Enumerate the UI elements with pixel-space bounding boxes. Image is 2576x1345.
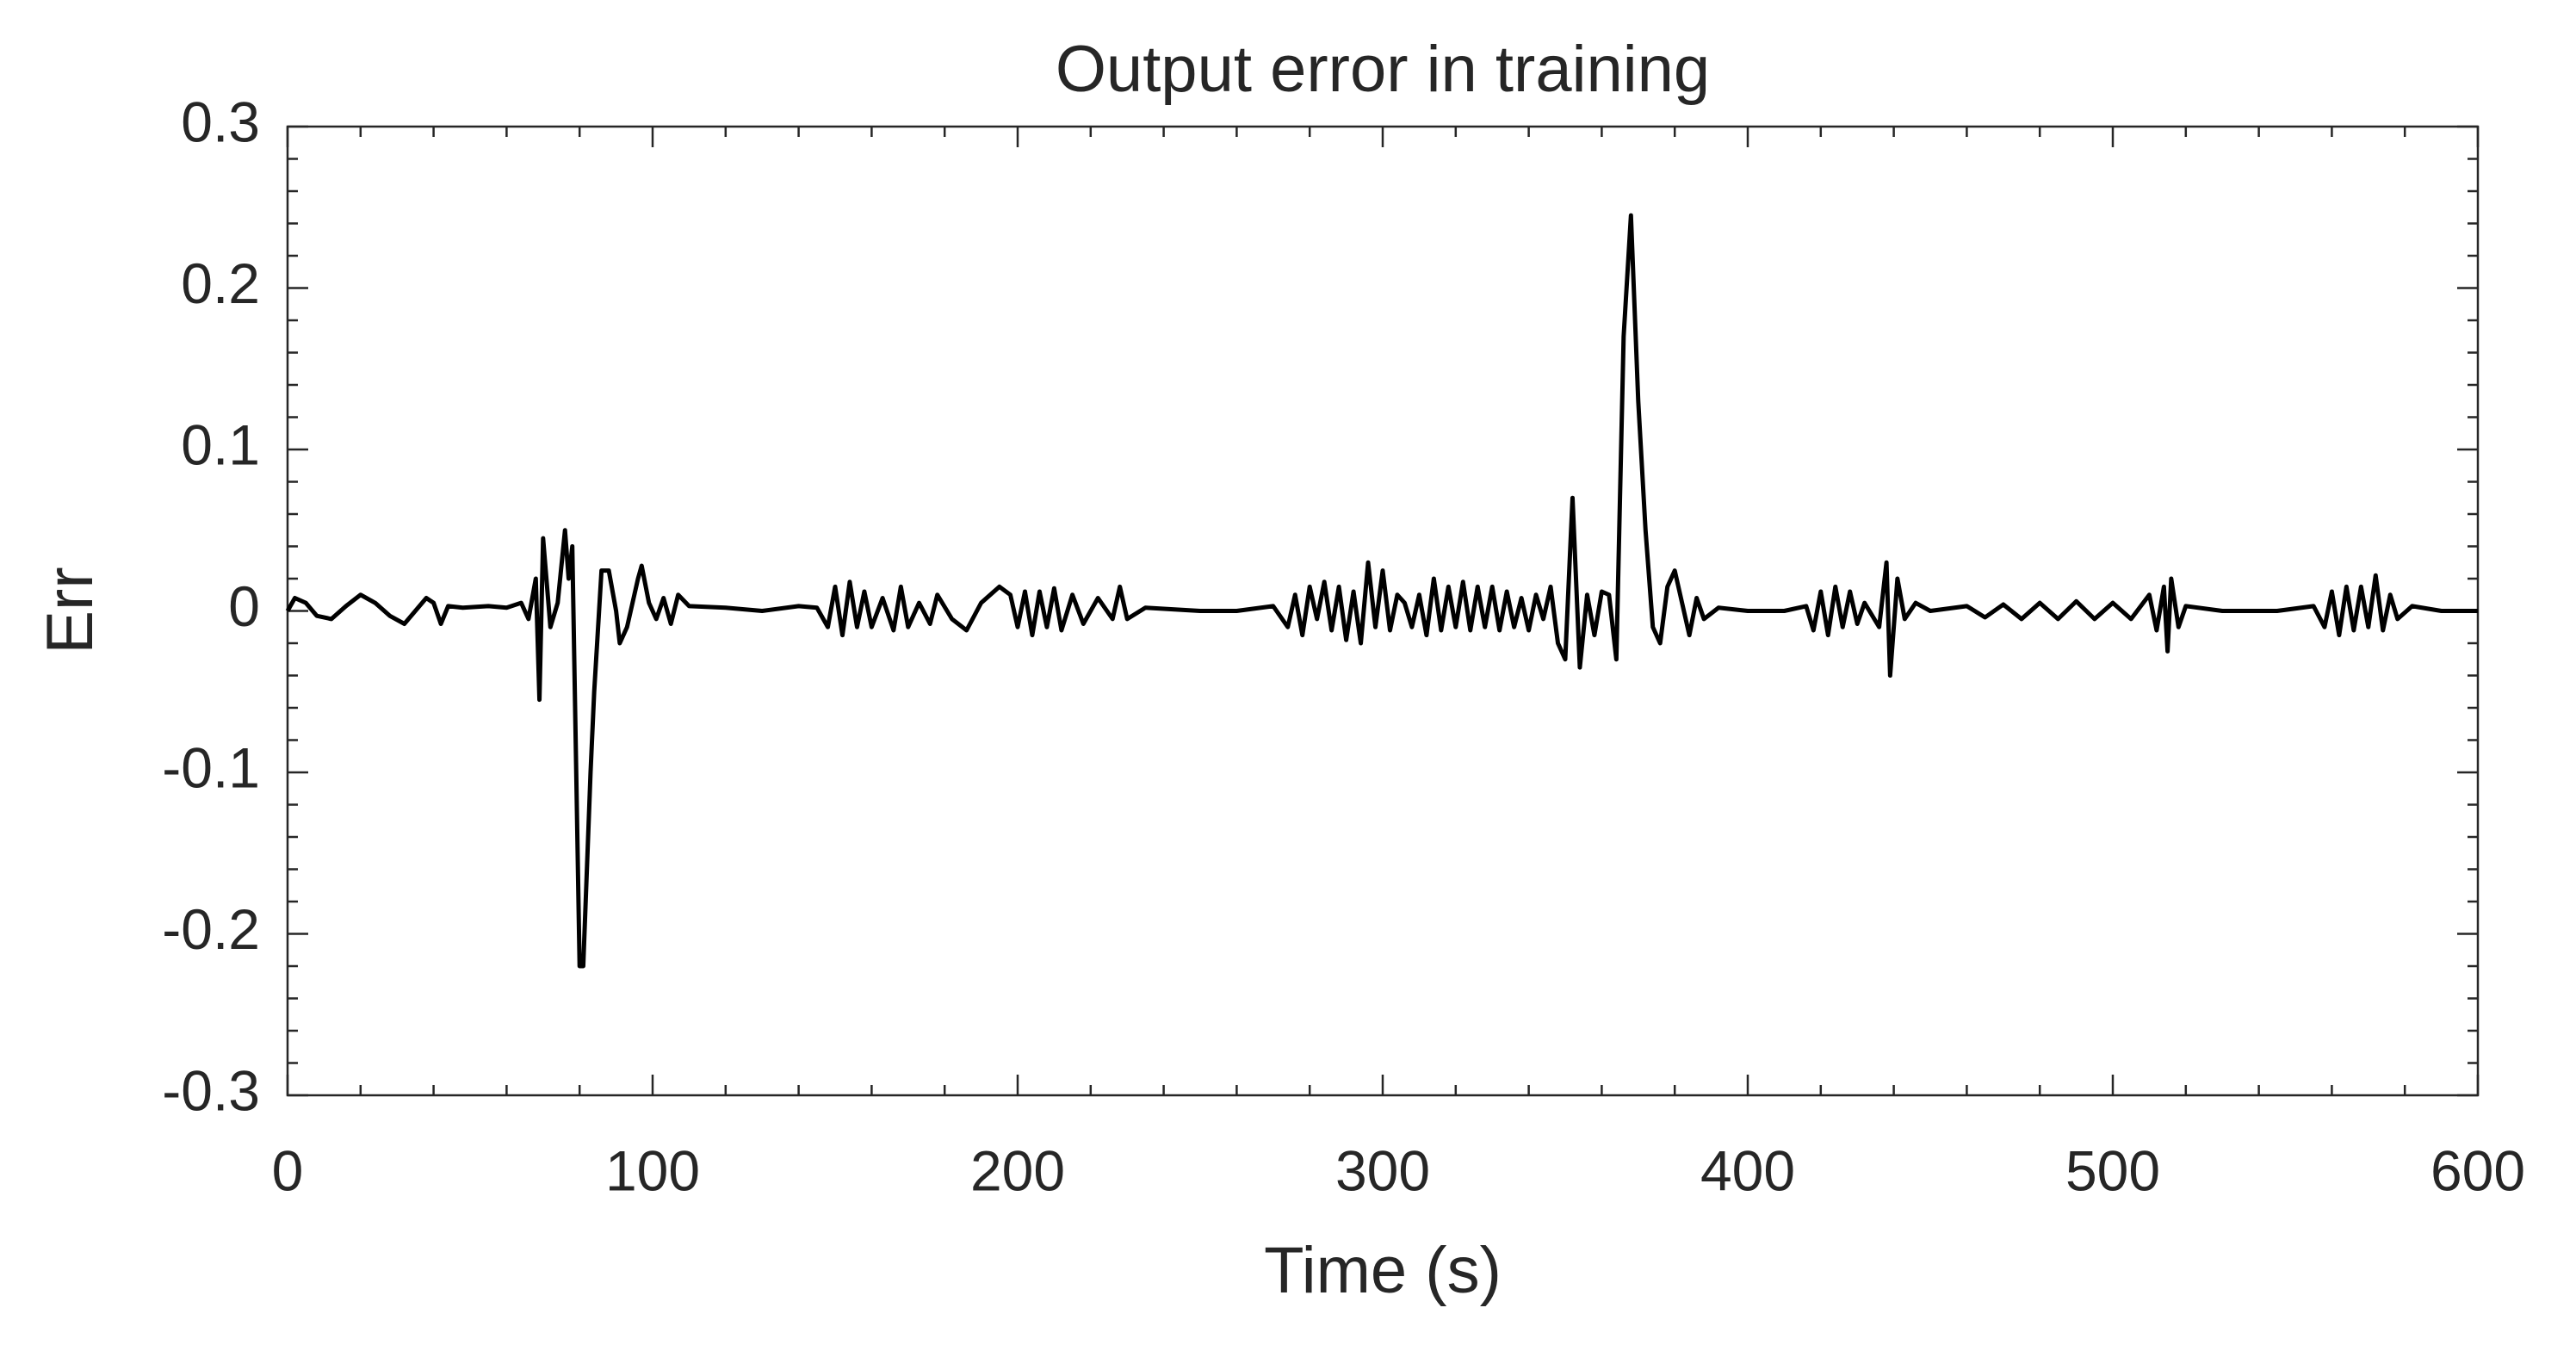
x-tick-label: 200 [970, 1138, 1065, 1202]
x-tick-label: 600 [2430, 1138, 2525, 1202]
x-tick-label: 300 [1335, 1138, 1430, 1202]
y-tick-label: 0.1 [181, 412, 260, 476]
x-tick-label: 500 [2065, 1138, 2160, 1202]
error-line [285, 213, 2478, 969]
y-tick-label: -0.2 [162, 897, 260, 961]
chart-title: Output error in training [1056, 33, 1710, 106]
x-axis-label: Time (s) [1264, 1234, 1502, 1307]
y-tick-label: -0.1 [162, 735, 260, 799]
y-tick-label: -0.3 [162, 1058, 260, 1122]
x-tick-label: 0 [272, 1138, 304, 1202]
x-tick-label: 400 [1700, 1138, 1795, 1202]
x-tick-label: 100 [605, 1138, 700, 1202]
y-tick-label: 0.3 [181, 90, 260, 153]
y-tick-label: 0 [228, 574, 260, 638]
y-axis-label: Err [34, 567, 107, 654]
y-tick-label: 0.2 [181, 251, 260, 315]
